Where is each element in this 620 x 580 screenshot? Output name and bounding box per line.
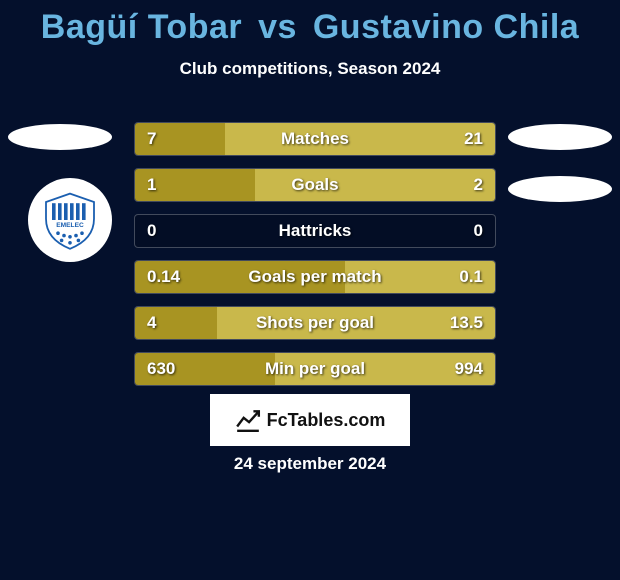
avatar-placeholder-p1 [8, 124, 112, 150]
stat-label: Shots per goal [135, 307, 495, 339]
stat-row: 413.5Shots per goal [134, 306, 496, 340]
player1-name: Bagüí Tobar [41, 8, 242, 46]
club-badge-p1: EMELEC [28, 178, 112, 262]
stat-label: Goals [135, 169, 495, 201]
comparison-infographic: Bagüí Tobar vs Gustavino Chila Club comp… [0, 0, 620, 580]
stat-row: 630994Min per goal [134, 352, 496, 386]
stat-label: Goals per match [135, 261, 495, 293]
brand-chart-icon [235, 407, 261, 433]
comparison-bars: 721Matches 12Goals 00Hattricks 0.140.1Goals… [134, 122, 496, 398]
subtitle: Club competitions, Season 2024 [0, 59, 620, 79]
svg-text:EMELEC: EMELEC [56, 222, 84, 229]
player2-name: Gustavino Chila [313, 8, 579, 46]
brand-label: FcTables.com [267, 410, 386, 431]
emelec-badge-icon: EMELEC [40, 190, 100, 250]
date-label: 24 september 2024 [0, 454, 620, 474]
club-placeholder-p2 [508, 176, 612, 202]
vs-text: vs [258, 8, 297, 46]
stat-row: 12Goals [134, 168, 496, 202]
brand-box: FcTables.com [210, 394, 410, 446]
page-title: Bagüí Tobar vs Gustavino Chila [0, 0, 620, 47]
stat-row: 721Matches [134, 122, 496, 156]
stat-row: 0.140.1Goals per match [134, 260, 496, 294]
stat-label: Hattricks [135, 215, 495, 247]
stat-label: Min per goal [135, 353, 495, 385]
stat-label: Matches [135, 123, 495, 155]
stat-row: 00Hattricks [134, 214, 496, 248]
avatar-placeholder-p2 [508, 124, 612, 150]
